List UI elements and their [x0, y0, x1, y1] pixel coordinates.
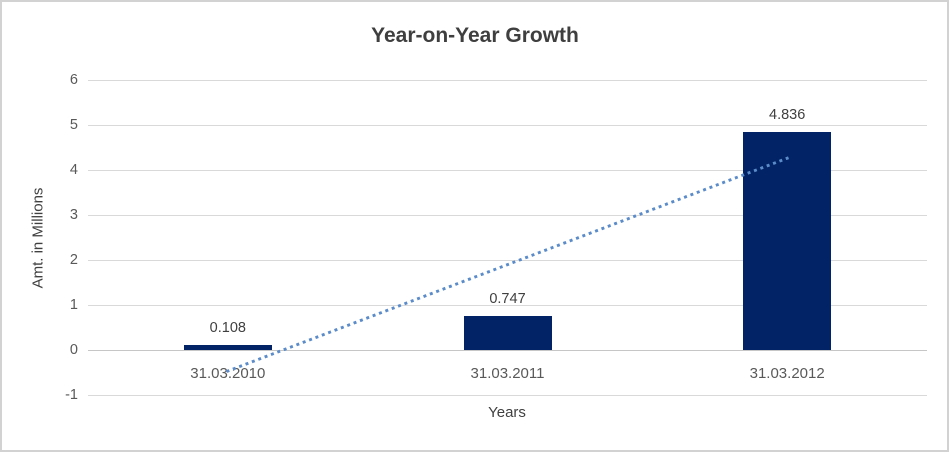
x-axis-title: Years: [488, 404, 526, 421]
y-axis-tick-label: 2: [69, 252, 78, 268]
y-axis-tick-label: 4: [69, 162, 78, 178]
bar-31.03.2010: [183, 345, 272, 350]
gridline: [88, 79, 927, 81]
gridline: [88, 124, 927, 126]
bar-31.03.2012: [743, 132, 832, 350]
y-axis-tick-label: 1: [69, 297, 78, 313]
data-label: 0.747: [489, 291, 526, 308]
y-axis-tick-label: 6: [69, 72, 78, 88]
data-label: 4.836: [769, 107, 806, 124]
y-axis-tick-label: 0: [69, 342, 78, 358]
chart-title: Year-on-Year Growth: [371, 24, 579, 47]
y-axis-tick-label: -1: [65, 387, 78, 403]
y-axis-tick-label: 5: [69, 117, 78, 133]
data-label: 0.108: [209, 320, 246, 337]
y-axis-title: Amt. in Millions: [29, 187, 47, 289]
bar-31.03.2011: [463, 316, 552, 350]
x-axis-tick-label: 31.03.2012: [749, 365, 825, 382]
x-axis-tick-label: 31.03.2011: [470, 365, 545, 382]
gridline: [88, 394, 927, 396]
y-axis-tick-label: 3: [69, 207, 78, 223]
x-axis-tick-label: 31.03.2010: [190, 365, 266, 382]
